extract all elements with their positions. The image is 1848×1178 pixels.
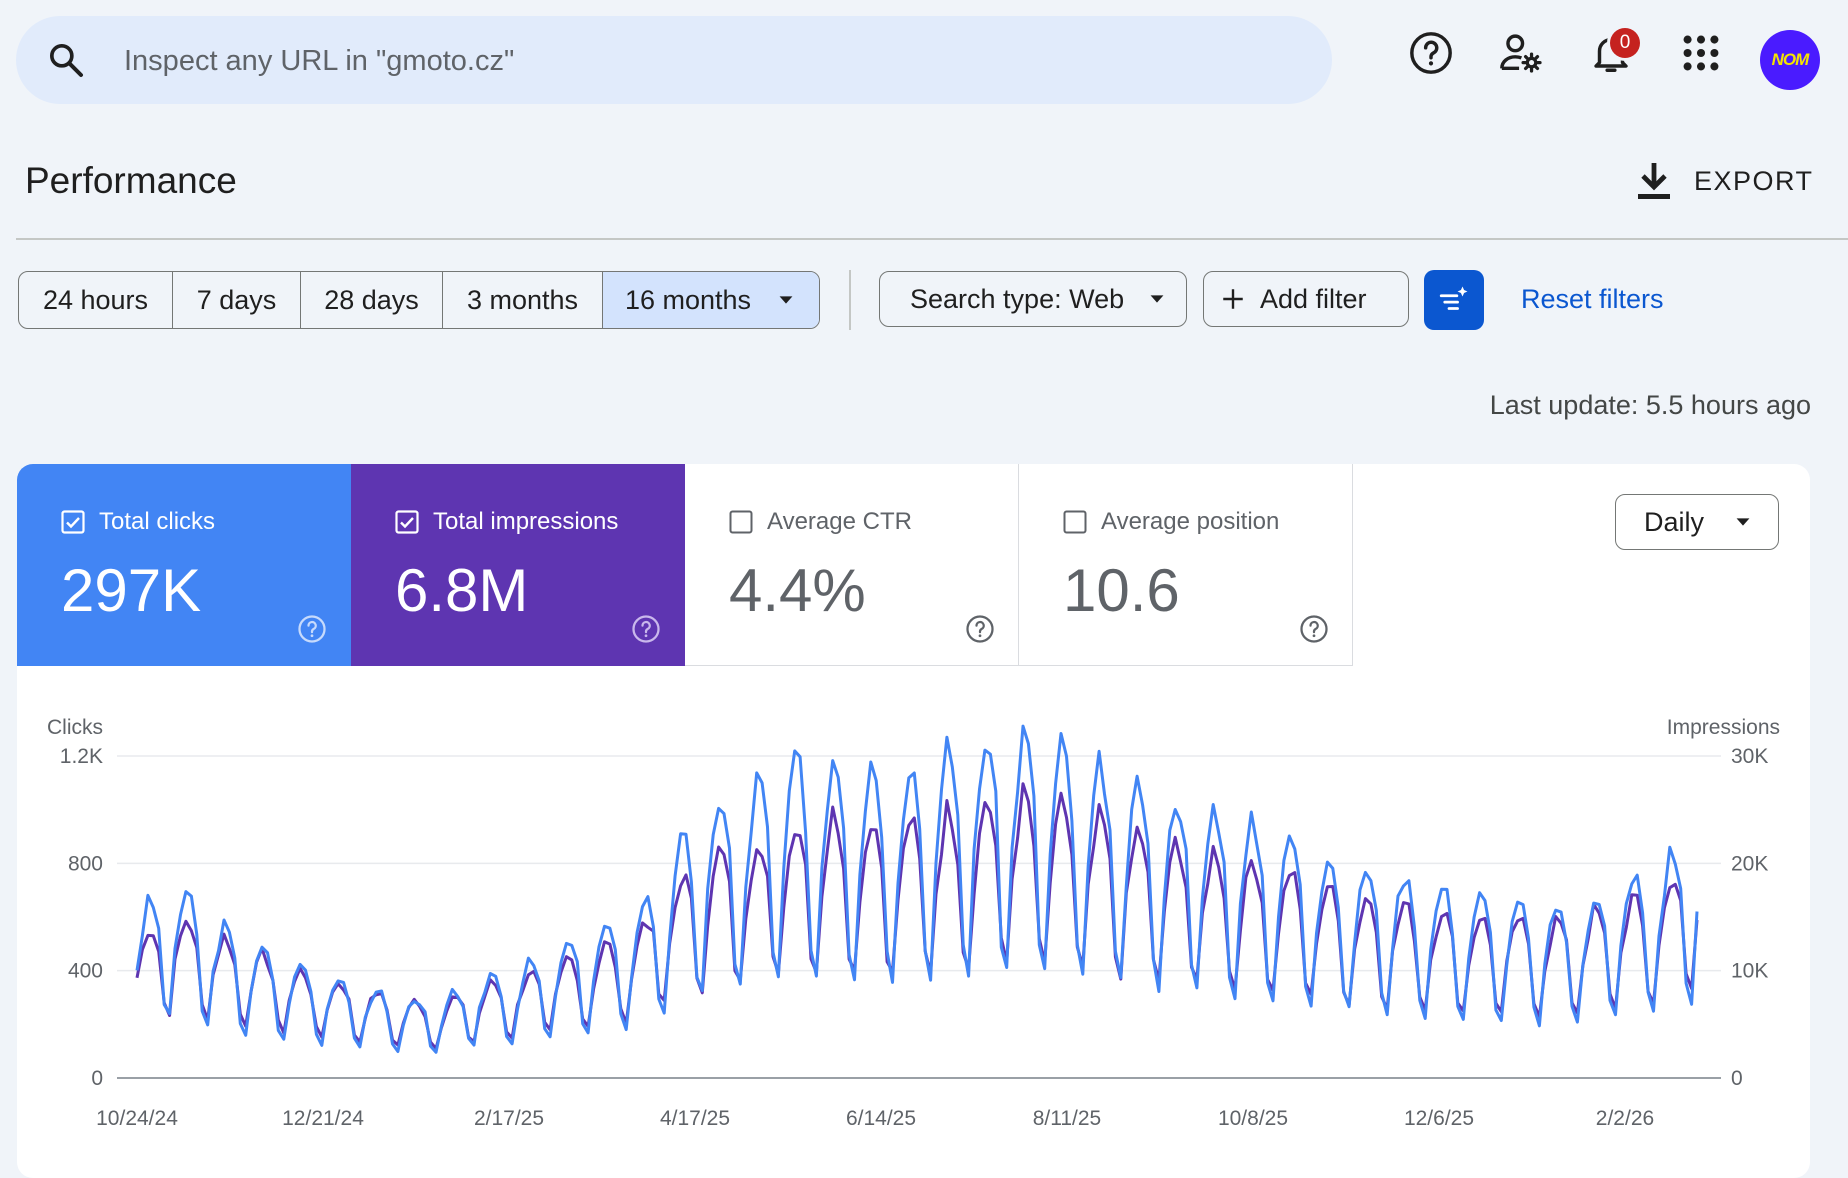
x-tick: 4/17/25 <box>660 1107 730 1130</box>
metric-value: 10.6 <box>1063 557 1180 624</box>
ai-filter-button[interactable] <box>1424 270 1484 330</box>
y-axis-right: 30K 20K 10K 0 <box>1731 745 1768 1090</box>
range-7-days[interactable]: 7 days <box>173 272 301 328</box>
last-update-text: Last update: 5.5 hours ago <box>1489 390 1811 420</box>
url-inspection-search[interactable] <box>16 16 1332 104</box>
performance-chart: 1.2K 800 400 0 30K 20K 10K 0 10/24/24 12/21/24 2… <box>47 716 1780 1130</box>
metric-label: Total impressions <box>433 508 619 535</box>
add-filter-label: Add filter <box>1260 283 1367 314</box>
download-icon <box>1638 163 1670 199</box>
x-tick: 12/21/24 <box>282 1107 364 1130</box>
page-title: Performance <box>25 160 237 201</box>
x-tick: 10/24/24 <box>96 1107 178 1130</box>
help-icon[interactable] <box>1408 30 1454 76</box>
checkbox-unchecked-icon[interactable] <box>1063 510 1087 534</box>
range-16-months[interactable]: 16 months <box>603 272 819 328</box>
x-tick: 10/8/25 <box>1218 1107 1288 1130</box>
y-tick-right: 0 <box>1731 1067 1743 1090</box>
x-tick: 12/6/25 <box>1404 1107 1474 1130</box>
x-tick: 2/2/26 <box>1596 1107 1654 1130</box>
range-24-hours[interactable]: 24 hours <box>19 272 173 328</box>
export-label: EXPORT <box>1694 165 1814 196</box>
checkbox-unchecked-icon[interactable] <box>729 510 753 534</box>
metric-value: 297K <box>61 557 202 624</box>
series-line-clicks <box>135 724 1699 1054</box>
granularity-dropdown[interactable]: Daily <box>1615 494 1779 550</box>
x-tick: 6/14/25 <box>846 1107 916 1130</box>
metric-value: 4.4% <box>729 557 866 624</box>
performance-card: Total clicks 297K Total impressions 6.8M <box>17 464 1810 1178</box>
caret-down-icon <box>1150 295 1164 303</box>
chart-lines <box>135 724 1699 1054</box>
y-axis-left: 1.2K 800 400 0 <box>60 745 103 1090</box>
add-filter-button[interactable]: Add filter <box>1203 271 1409 327</box>
y-tick-right: 20K <box>1731 852 1768 875</box>
y-tick-left: 800 <box>68 852 103 875</box>
help-icon[interactable] <box>965 614 995 644</box>
range-16-months-label: 16 months <box>624 285 752 315</box>
y-tick-right: 10K <box>1731 960 1768 983</box>
help-icon[interactable] <box>631 614 661 644</box>
date-range-selector: 24 hours 7 days 28 days 3 months 16 mont… <box>18 271 820 329</box>
user-settings-icon[interactable] <box>1498 30 1544 76</box>
plus-icon <box>1223 289 1243 309</box>
header-divider <box>16 238 1848 240</box>
account-avatar[interactable]: NOM <box>1760 30 1820 90</box>
y-tick-left: 0 <box>91 1067 103 1090</box>
metric-total-clicks[interactable]: Total clicks 297K <box>17 464 351 666</box>
granularity-label: Daily <box>1644 506 1705 537</box>
metric-label: Total clicks <box>99 508 216 535</box>
y-axis-left-title: Clicks <box>47 716 103 739</box>
caret-down-icon <box>779 296 793 304</box>
search-type-label: Search type: Web <box>910 283 1125 314</box>
sparkle-filter-icon <box>1439 286 1468 310</box>
metric-label: Average position <box>1101 508 1280 535</box>
series-line-impressions <box>135 782 1699 1051</box>
range-28-days[interactable]: 28 days <box>301 272 443 328</box>
search-icon[interactable] <box>46 40 86 80</box>
search-type-dropdown[interactable]: Search type: Web <box>879 271 1187 327</box>
metric-label: Average CTR <box>767 508 912 535</box>
apps-icon[interactable] <box>1678 30 1724 76</box>
filter-divider <box>849 270 851 330</box>
help-icon[interactable] <box>297 614 327 644</box>
y-axis-right-title: Impressions <box>1667 716 1780 739</box>
url-inspection-input[interactable] <box>122 36 1276 86</box>
caret-down-icon <box>1736 518 1750 526</box>
x-axis: 10/24/24 12/21/24 2/17/25 4/17/25 6/14/25 8/1… <box>96 1107 1654 1130</box>
metric-total-impressions[interactable]: Total impressions 6.8M <box>351 464 685 666</box>
notification-badge: 0 <box>1610 28 1640 58</box>
checkbox-checked-icon[interactable] <box>61 510 85 534</box>
x-tick: 8/11/25 <box>1033 1107 1102 1130</box>
y-tick-right: 30K <box>1731 745 1768 768</box>
export-button[interactable]: EXPORT <box>1636 158 1814 204</box>
y-tick-left: 1.2K <box>60 745 103 768</box>
metric-average-ctr[interactable]: Average CTR 4.4% <box>685 464 1019 666</box>
chart-grid <box>117 755 1721 1079</box>
checkbox-checked-icon[interactable] <box>395 510 419 534</box>
reset-filters-link[interactable]: Reset filters <box>1521 284 1664 314</box>
metric-average-position[interactable]: Average position 10.6 <box>1019 464 1353 666</box>
metric-value: 6.8M <box>395 557 529 624</box>
y-tick-left: 400 <box>68 960 103 983</box>
range-3-months[interactable]: 3 months <box>443 272 603 328</box>
x-tick: 2/17/25 <box>474 1107 544 1130</box>
help-icon[interactable] <box>1299 614 1329 644</box>
